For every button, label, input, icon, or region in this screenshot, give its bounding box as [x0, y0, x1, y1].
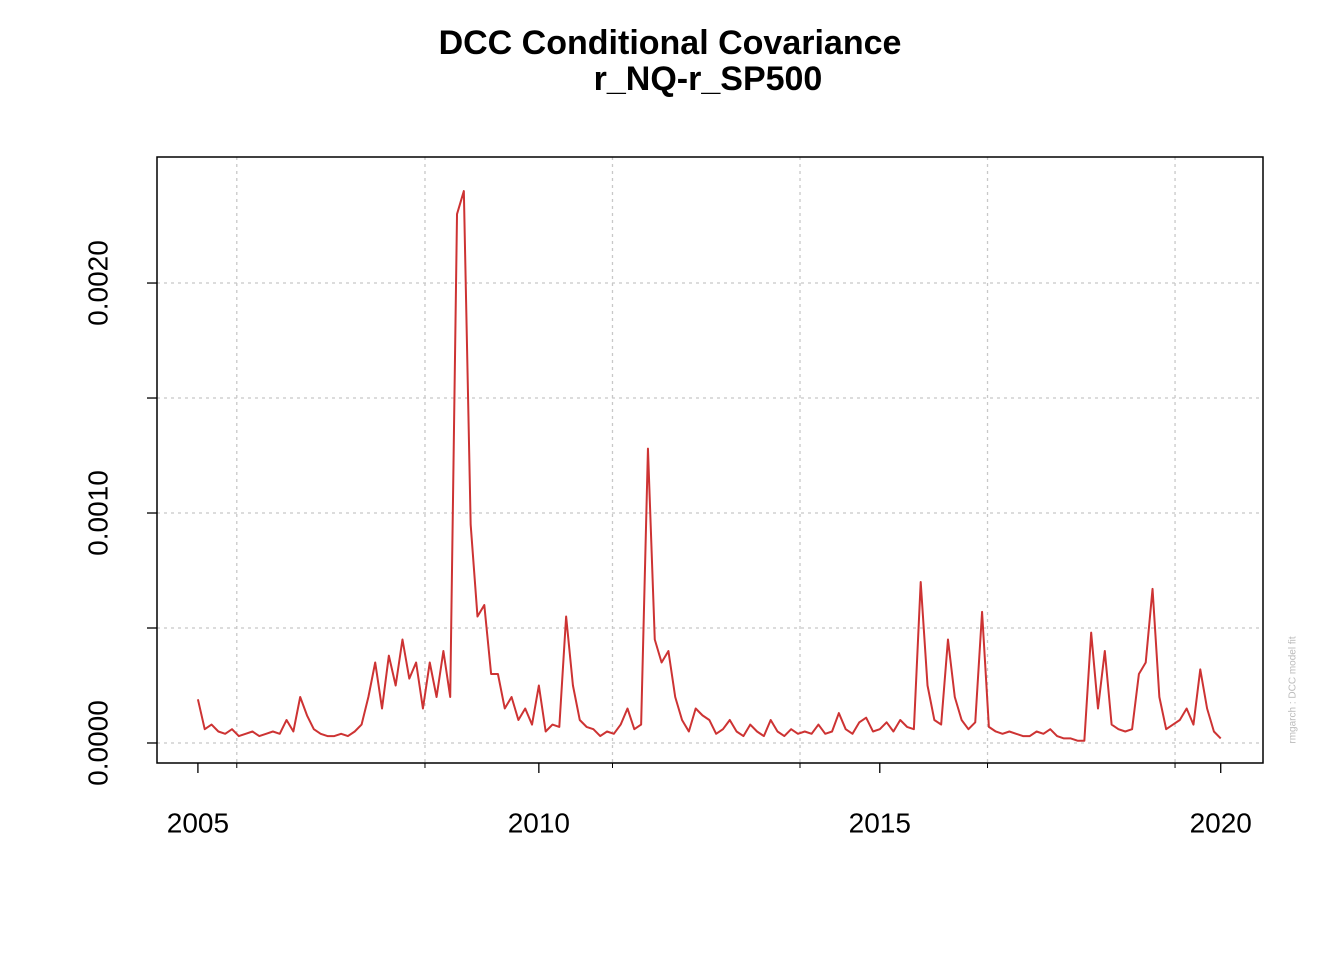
watermark: rmgarch : DCC model fit — [1288, 636, 1299, 743]
series-line — [196, 190, 1222, 742]
x-tick-label: 2005 — [167, 807, 229, 838]
chart-subtitle: r_NQ-r_SP500 — [594, 60, 823, 98]
x-tick-label: 2010 — [508, 807, 570, 838]
x-tick-label: 2015 — [849, 807, 911, 838]
y-tick-label: 0.0010 — [82, 470, 113, 556]
x-tick-label: 2020 — [1190, 807, 1252, 838]
y-tick-label: 0.0020 — [82, 240, 113, 326]
chart-title: DCC Conditional Covariance — [439, 24, 902, 62]
y-tick-label: 0.0000 — [82, 700, 113, 786]
plot-frame — [156, 156, 1264, 764]
